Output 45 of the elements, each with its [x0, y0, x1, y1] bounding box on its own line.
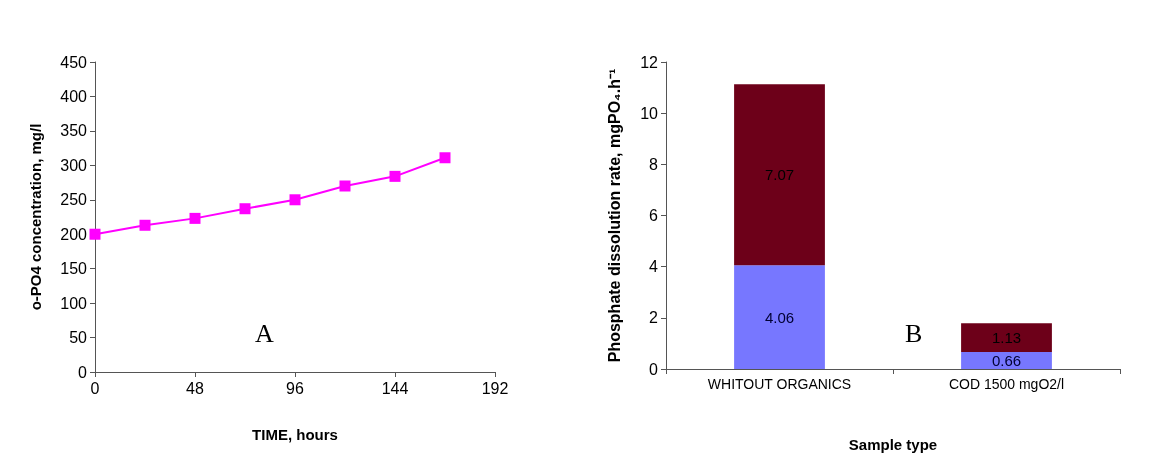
- data-label: 0.66: [991, 352, 1022, 370]
- x-tick-label: COD 1500 mgO2/l: [948, 376, 1065, 392]
- y-tick-label: 350: [60, 122, 88, 140]
- y-tick-label: 150: [60, 260, 88, 278]
- y-tick-label: 200: [60, 225, 88, 243]
- y-tick-label: 6: [649, 207, 659, 224]
- data-label: 4.06: [764, 308, 795, 326]
- y-tick-label: 400: [60, 87, 88, 105]
- x-tick-label: 96: [286, 379, 304, 397]
- x-tick-label: 192: [481, 379, 509, 397]
- point: [389, 170, 401, 182]
- y-tick-label: 100: [60, 294, 88, 312]
- y-tick-label: 50: [69, 329, 88, 347]
- point: [139, 219, 151, 231]
- y-tick-label: 12: [640, 53, 659, 71]
- bar: [734, 84, 825, 266]
- x-tick-label: WHITOUT ORGANICS: [707, 376, 852, 392]
- x-tick-label: 0: [90, 379, 100, 397]
- y-tick-label: 0: [78, 363, 88, 381]
- bar: [734, 265, 825, 369]
- y-tick-label: 10: [640, 104, 659, 122]
- point: [289, 194, 301, 206]
- point: [439, 152, 451, 164]
- y-tick-label: 250: [60, 191, 88, 209]
- y-tick-label: 8: [649, 155, 659, 173]
- y-tick-label: 300: [60, 156, 88, 174]
- annotation: B: [905, 318, 923, 348]
- annotation: A: [255, 318, 274, 348]
- bar: [961, 323, 1052, 353]
- y-axis-title: o-PO4 concentration, mg/l: [27, 123, 44, 311]
- x-tick-label: 48: [186, 379, 204, 397]
- y-axis-title: Phosphate dissolution rate, mgPO₄.h⁻¹: [605, 68, 623, 363]
- x-axis-title: TIME, hours: [252, 426, 338, 443]
- data-label: 7.07: [764, 166, 795, 184]
- x-axis-title: Sample type: [848, 436, 938, 453]
- x-tick-label: 144: [381, 379, 409, 397]
- data-label: 1.13: [991, 329, 1022, 347]
- y-tick-label: 4: [649, 258, 659, 276]
- y-tick-label: 450: [60, 53, 88, 71]
- point: [189, 212, 201, 224]
- y-tick-label: 2: [649, 309, 659, 327]
- point: [89, 228, 101, 240]
- point: [239, 203, 251, 215]
- y-tick-label: 0: [649, 360, 659, 378]
- point: [339, 180, 351, 192]
